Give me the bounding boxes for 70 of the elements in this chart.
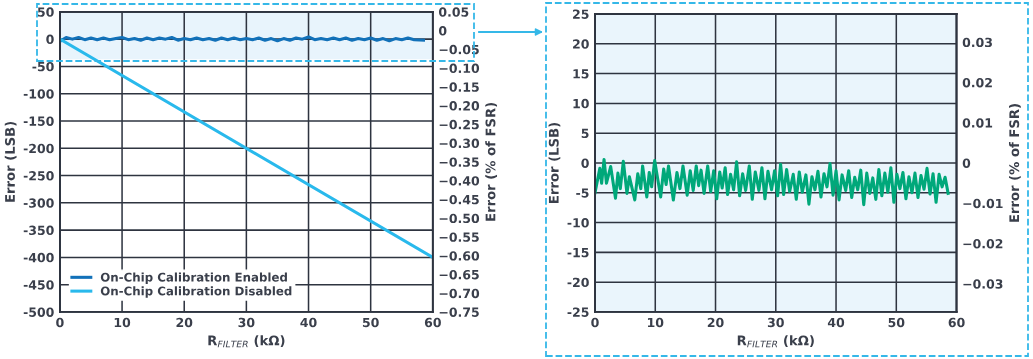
y2-tick-label: −0.10	[439, 63, 480, 74]
x-tick-label: 10	[647, 317, 664, 328]
x-tick-label: 40	[300, 317, 317, 328]
y2-tick-label: −0.60	[439, 251, 480, 261]
x-tick-label: 50	[888, 317, 905, 328]
y2-tick-label: −0.30	[439, 138, 480, 149]
y-tick-label: -500	[23, 307, 54, 317]
y-tick-label: -150	[23, 116, 54, 126]
x-tick-label: 30	[767, 317, 784, 328]
y2-tick-label: −0.03	[963, 279, 1003, 289]
y-tick-label: -300	[23, 198, 54, 208]
y-axis-title: Error (LSB)	[4, 121, 17, 202]
y2-tick-label: −0.75	[439, 307, 479, 317]
y-tick-label: 15	[573, 69, 589, 79]
x-tick-label: 30	[238, 317, 255, 328]
y-tick-label: -450	[23, 280, 54, 290]
y2-tick-label: −0.01	[963, 198, 1003, 209]
x-tick-label: 40	[827, 317, 845, 328]
y-tick-label: 25	[573, 9, 589, 19]
y-tick-label: -10	[567, 218, 589, 228]
y-tick-label: 20	[573, 39, 589, 49]
x-axis-title: R$_{FILTER}$ (kΩ)	[737, 335, 814, 348]
y2-tick-label: −0.25	[439, 119, 479, 130]
y-tick-label: 5	[581, 128, 589, 139]
y2-tick-label: −0.15	[439, 82, 479, 92]
y-tick-label: -15	[567, 248, 589, 258]
y-tick-label: 0	[581, 158, 589, 168]
legend-label: On-Chip Calibration Disabled	[100, 286, 292, 298]
y2-tick-label: 0.02	[962, 77, 992, 88]
y2-tick-label: 0.05	[438, 7, 469, 17]
y2-tick-label: −0.02	[963, 238, 1003, 249]
x-tick-label: 60	[948, 317, 965, 328]
y2-tick-label: −0.05	[439, 44, 479, 55]
y2-axis-title: Error (% of FSR)	[485, 102, 498, 221]
y2-tick-label: −0.35	[439, 157, 479, 167]
y-tick-label: 0	[46, 34, 54, 45]
x-axis-title: R$_{FILTER}$ (kΩ)	[208, 335, 285, 348]
y2-tick-label: −0.40	[439, 176, 480, 186]
x-tick-label: 60	[424, 317, 441, 328]
y2-tick-label: −0.55	[439, 232, 479, 242]
y2-tick-label: 0	[438, 26, 447, 36]
y-tick-label: -5	[576, 188, 589, 198]
y-axis-title: Error (LSB)	[548, 123, 561, 203]
legend-label: On-Chip Calibration Enabled	[100, 272, 287, 284]
x-tick-label: 0	[56, 317, 64, 328]
y2-tick-label: 0.03	[962, 37, 992, 48]
x-tick-label: 50	[362, 317, 379, 328]
y2-axis-title: Error (% of FSR)	[1008, 104, 1021, 222]
line-series	[595, 157, 950, 207]
y-tick-label: 50	[37, 7, 54, 17]
y-tick-label: 10	[573, 98, 589, 109]
y2-tick-label: 0	[962, 158, 971, 168]
x-tick-label: 20	[707, 317, 724, 328]
x-tick-label: 0	[591, 317, 599, 328]
y-tick-label: -50	[32, 61, 54, 72]
y2-tick-label: 0.01	[962, 118, 993, 128]
y-tick-label: -350	[23, 225, 54, 236]
y-tick-label: -25	[567, 307, 589, 317]
y-tick-label: -400	[23, 252, 54, 263]
y-tick-label: -200	[23, 143, 54, 154]
y2-tick-label: −0.65	[439, 269, 479, 280]
y2-tick-label: −0.20	[439, 101, 480, 111]
x-tick-label: 20	[176, 317, 193, 328]
y2-tick-label: −0.70	[439, 288, 480, 299]
x-tick-label: 10	[114, 317, 131, 328]
y-tick-label: -250	[23, 171, 54, 181]
y2-tick-label: −0.45	[439, 194, 479, 205]
y-tick-label: -100	[23, 89, 54, 99]
y-tick-label: -20	[567, 277, 589, 288]
y2-tick-label: −0.50	[439, 213, 480, 224]
